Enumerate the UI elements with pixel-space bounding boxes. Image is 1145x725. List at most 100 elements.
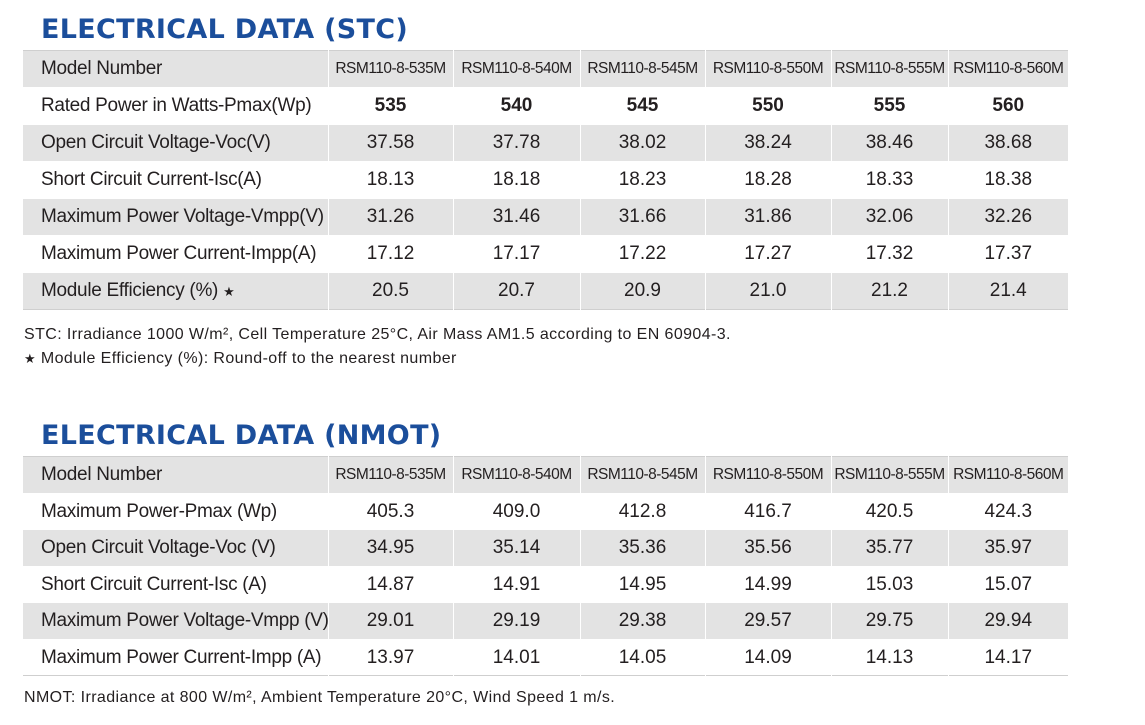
model-name: RSM110-8-555M <box>830 456 948 494</box>
stc-section-title: ELECTRICAL DATA (STC) <box>41 14 408 45</box>
row-label-text: Module Efficiency (%) <box>41 280 224 301</box>
table-row: Maximum Power-Pmax (Wp) 405.3 409.0 412.… <box>23 493 1068 530</box>
table-row: Short Circuit Current-Isc (A) 14.87 14.9… <box>23 566 1068 603</box>
table-header-row: Model Number RSM110-8-535M RSM110-8-540M… <box>23 456 1068 494</box>
cell-value: 38.24 <box>704 124 831 162</box>
row-label: Maximum Power Current-Impp (A) <box>41 646 322 668</box>
model-name: RSM110-8-560M <box>947 456 1068 494</box>
cell-value: 14.09 <box>704 639 831 676</box>
cell-value: 37.78 <box>452 124 580 162</box>
row-label: Maximum Power Current-Impp(A) <box>41 243 317 264</box>
cell-value: 14.05 <box>579 639 705 676</box>
star-icon: ★ <box>24 351 37 366</box>
cell-value: 29.38 <box>579 602 705 640</box>
cell-value: 535 <box>327 87 453 125</box>
model-name: RSM110-8-550M <box>704 456 831 494</box>
cell-value: 18.33 <box>830 161 948 199</box>
model-name: RSM110-8-545M <box>579 456 705 494</box>
cell-value: 35.14 <box>452 529 580 567</box>
efficiency-footnote-text: Module Efficiency (%): Round-off to the … <box>36 350 457 367</box>
efficiency-footnote: ★ Module Efficiency (%): Round-off to th… <box>24 350 457 368</box>
cell-value: 560 <box>947 87 1068 125</box>
row-label: Open Circuit Voltage-Voc (V) <box>23 529 328 567</box>
row-label: Short Circuit Current-Isc (A) <box>41 573 267 595</box>
cell-value: 31.86 <box>704 198 831 236</box>
cell-value: 555 <box>830 87 948 125</box>
table-row: Open Circuit Voltage-Voc (V) 34.95 35.14… <box>23 529 1068 567</box>
cell-value: 18.28 <box>704 161 831 199</box>
cell-value: 38.68 <box>947 124 1068 162</box>
cell-value: 29.57 <box>704 602 831 640</box>
row-label: Rated Power in Watts-Pmax(Wp) <box>41 95 312 116</box>
cell-value: 18.13 <box>327 161 453 199</box>
cell-value: 15.03 <box>830 566 948 603</box>
cell-value: 15.07 <box>947 566 1068 603</box>
cell-value: 35.56 <box>704 529 831 567</box>
model-name: RSM110-8-540M <box>452 456 580 494</box>
cell-value: 38.46 <box>830 124 948 162</box>
nmot-conditions-note: NMOT: Irradiance at 800 W/m², Ambient Te… <box>24 689 616 706</box>
row-label: Maximum Power Voltage-Vmpp(V) <box>23 198 328 236</box>
cell-value: 38.02 <box>579 124 705 162</box>
table-row: Maximum Power Current-Impp (A) 13.97 14.… <box>23 639 1068 676</box>
cell-value: 17.17 <box>452 235 580 273</box>
cell-value: 37.58 <box>327 124 453 162</box>
cell-value: 21.2 <box>830 272 948 310</box>
table-header-row: Model Number RSM110-8-535M RSM110-8-540M… <box>23 50 1068 88</box>
table-row: Short Circuit Current-Isc(A) 18.13 18.18… <box>23 161 1068 199</box>
row-label: Module Efficiency (%) ★ <box>23 272 328 310</box>
model-name: RSM110-8-550M <box>704 50 831 88</box>
table-row: Rated Power in Watts-Pmax(Wp) 535 540 54… <box>23 87 1068 125</box>
model-name: RSM110-8-535M <box>327 50 453 88</box>
table-row: Maximum Power Voltage-Vmpp(V) 31.26 31.4… <box>23 198 1068 236</box>
row-label: Open Circuit Voltage-Voc(V) <box>23 124 328 162</box>
cell-value: 21.4 <box>947 272 1068 310</box>
cell-value: 17.37 <box>947 235 1068 273</box>
cell-value: 31.26 <box>327 198 453 236</box>
stc-conditions-note: STC: Irradiance 1000 W/m², Cell Temperat… <box>24 326 731 343</box>
cell-value: 424.3 <box>947 493 1068 530</box>
table-row: Module Efficiency (%) ★ 20.5 20.7 20.9 2… <box>23 272 1068 310</box>
cell-value: 31.46 <box>452 198 580 236</box>
star-icon: ★ <box>223 284 235 299</box>
cell-value: 35.77 <box>830 529 948 567</box>
cell-value: 35.97 <box>947 529 1068 567</box>
cell-value: 18.23 <box>579 161 705 199</box>
cell-value: 14.87 <box>327 566 453 603</box>
cell-value: 14.95 <box>579 566 705 603</box>
nmot-section-title: ELECTRICAL DATA (NMOT) <box>41 420 442 451</box>
model-name: RSM110-8-560M <box>947 50 1068 88</box>
model-name: RSM110-8-535M <box>327 456 453 494</box>
table-row: Maximum Power Voltage-Vmpp (V) 29.01 29.… <box>23 602 1068 640</box>
cell-value: 29.01 <box>327 602 453 640</box>
cell-value: 409.0 <box>452 493 580 530</box>
cell-value: 29.75 <box>830 602 948 640</box>
table-row: Open Circuit Voltage-Voc(V) 37.58 37.78 … <box>23 124 1068 162</box>
cell-value: 17.27 <box>704 235 831 273</box>
nmot-electrical-table: Model Number RSM110-8-535M RSM110-8-540M… <box>23 456 1068 676</box>
cell-value: 31.66 <box>579 198 705 236</box>
cell-value: 540 <box>452 87 580 125</box>
cell-value: 14.91 <box>452 566 580 603</box>
cell-value: 420.5 <box>830 493 948 530</box>
cell-value: 14.01 <box>452 639 580 676</box>
model-name: RSM110-8-540M <box>452 50 580 88</box>
model-name: RSM110-8-545M <box>579 50 705 88</box>
cell-value: 14.17 <box>947 639 1068 676</box>
row-label: Short Circuit Current-Isc(A) <box>41 169 262 190</box>
cell-value: 416.7 <box>704 493 831 530</box>
cell-value: 29.19 <box>452 602 580 640</box>
row-label: Maximum Power-Pmax (Wp) <box>41 500 277 522</box>
cell-value: 34.95 <box>327 529 453 567</box>
cell-value: 412.8 <box>579 493 705 530</box>
cell-value: 20.7 <box>452 272 580 310</box>
cell-value: 17.32 <box>830 235 948 273</box>
header-label: Model Number <box>23 50 328 88</box>
row-label: Maximum Power Voltage-Vmpp (V) <box>23 602 328 640</box>
cell-value: 405.3 <box>327 493 453 530</box>
cell-value: 35.36 <box>579 529 705 567</box>
cell-value: 21.0 <box>704 272 831 310</box>
model-name: RSM110-8-555M <box>830 50 948 88</box>
cell-value: 32.26 <box>947 198 1068 236</box>
cell-value: 545 <box>579 87 705 125</box>
